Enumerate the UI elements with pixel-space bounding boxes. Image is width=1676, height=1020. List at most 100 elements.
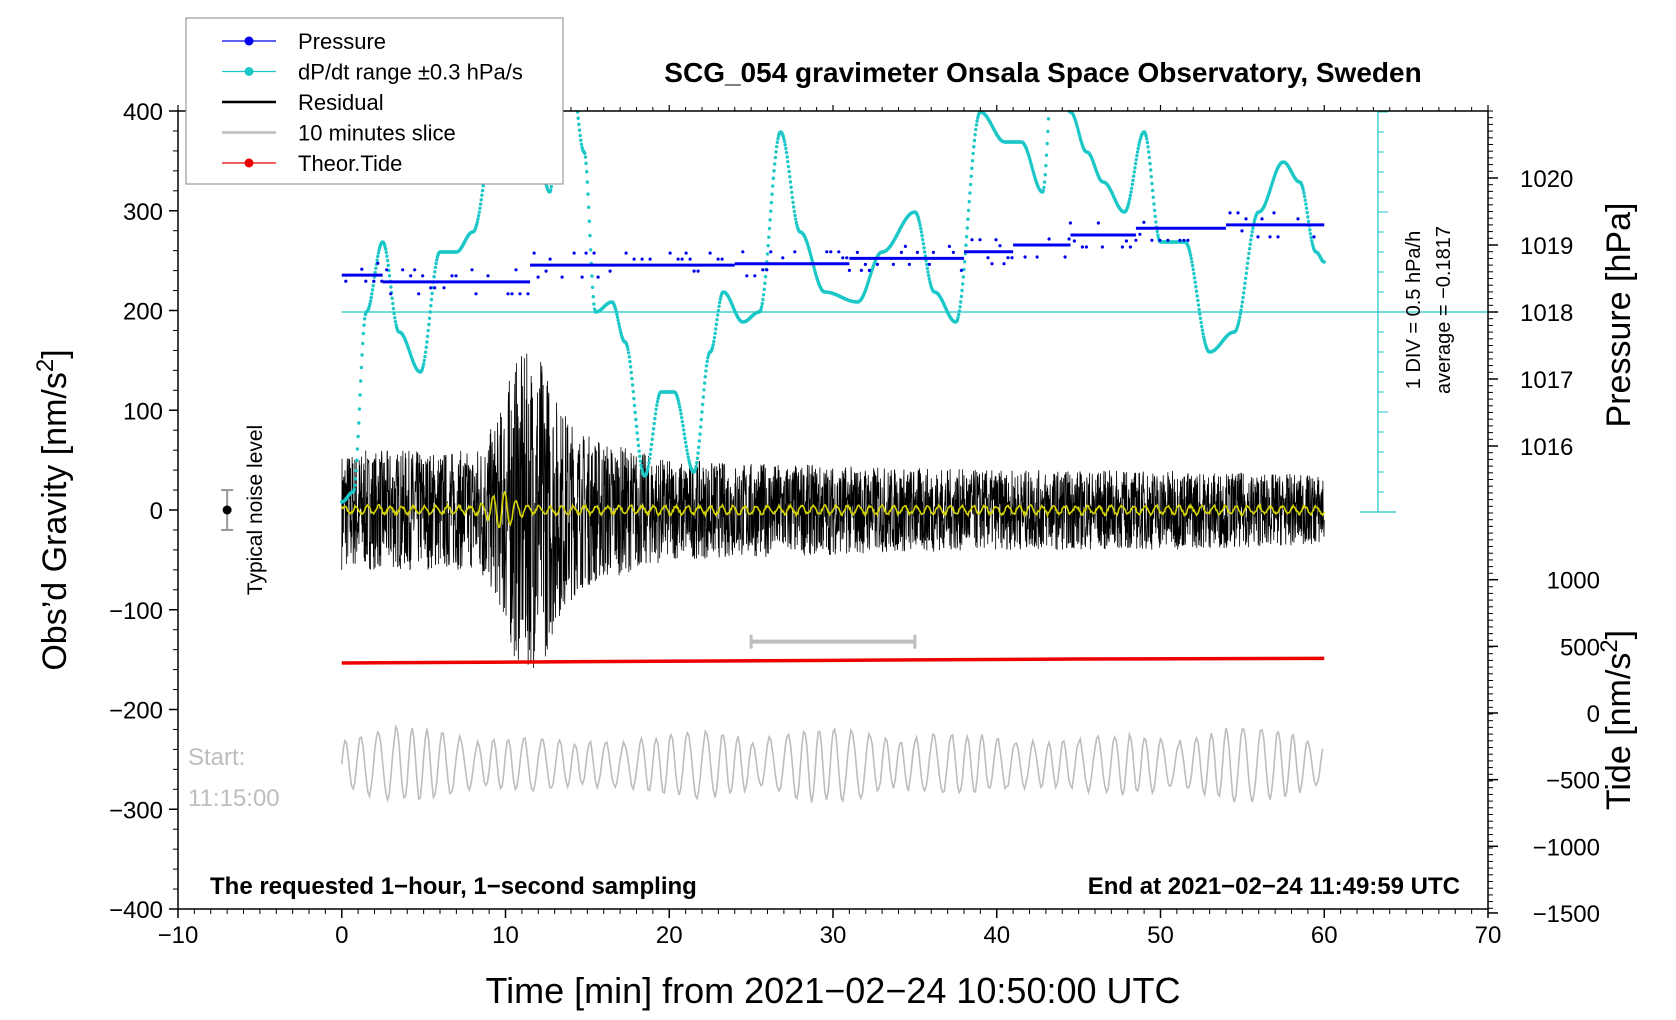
dpdt-point — [393, 319, 398, 324]
pressure-point — [1142, 220, 1146, 224]
dpdt-point — [960, 282, 965, 286]
dpdt-point — [1196, 298, 1200, 303]
dpdt-point — [1046, 117, 1051, 121]
dpdt-point — [653, 416, 657, 421]
dpdt-point — [586, 205, 591, 209]
dpdt-point — [617, 324, 622, 329]
dpdt-point — [1245, 266, 1249, 270]
pressure-point — [450, 274, 454, 278]
dpdt-point — [358, 393, 362, 397]
dpdt-point — [1130, 182, 1135, 187]
pressure-point — [793, 250, 797, 254]
dpdt-point — [639, 463, 643, 467]
dpdt-point — [1241, 291, 1246, 295]
dpdt-point — [374, 266, 378, 270]
dpdt-point — [1243, 276, 1248, 280]
dpdt-point — [585, 170, 589, 174]
pressure-point — [1260, 217, 1264, 221]
dpdt-point — [1200, 324, 1204, 329]
dpdt-point — [1155, 229, 1159, 234]
pressure-point — [544, 269, 548, 273]
dpdt-point — [791, 200, 795, 205]
pressure-point — [855, 250, 860, 254]
dpdt-point — [960, 288, 964, 293]
pressure-point — [1084, 245, 1088, 249]
dpdt-point — [392, 311, 396, 316]
dpdt-point — [1246, 256, 1250, 260]
pressure-point — [769, 250, 773, 254]
chart-title: SCG_054 gravimeter Onsala Space Observat… — [664, 57, 1421, 88]
dpdt-point — [651, 427, 656, 431]
pressure-point — [518, 292, 522, 296]
pressure-tick-label: 1019 — [1520, 233, 1573, 260]
dpdt-point — [1145, 137, 1149, 141]
dpdt-point — [715, 317, 719, 322]
dpdt-point — [1137, 140, 1142, 144]
dpdt-point — [352, 487, 356, 492]
dpdt-point — [616, 318, 620, 323]
y-tick-label: 100 — [123, 398, 163, 425]
dpdt-point — [786, 164, 791, 169]
pressure-point — [608, 269, 612, 273]
dpdt-point — [391, 301, 395, 306]
dpdt-point — [793, 213, 797, 218]
dpdt-point — [376, 251, 381, 255]
dpdt-point — [685, 448, 689, 452]
dpdt-point — [1302, 194, 1307, 199]
pressure-point — [1150, 238, 1154, 242]
y-tick-label: −300 — [109, 797, 163, 824]
dpdt-point — [1046, 129, 1050, 134]
dpdt-point — [1322, 260, 1326, 264]
dpdt-point — [966, 208, 971, 213]
pressure-point — [632, 257, 636, 261]
pressure-point — [986, 256, 990, 260]
pressure-point — [548, 257, 552, 261]
dpdt-point — [590, 274, 594, 278]
dpdt-point — [638, 459, 643, 463]
dpdt-point — [702, 388, 706, 392]
dpdt-point — [390, 296, 394, 300]
dpdt-point — [478, 206, 482, 210]
dpdt-point — [548, 188, 553, 192]
dpdt-point — [367, 304, 371, 309]
dpdt-point — [1198, 312, 1202, 316]
dpdt-point — [782, 137, 786, 141]
dpdt-point — [1044, 153, 1049, 157]
dpdt-point — [370, 292, 374, 296]
dpdt-point — [355, 447, 360, 451]
dpdt-point — [368, 302, 372, 306]
dpdt-point — [1238, 312, 1243, 316]
dpdt-point — [590, 285, 595, 289]
dpdt-point — [774, 150, 778, 154]
dpdt-point — [618, 327, 622, 332]
dpdt-point — [1147, 150, 1151, 154]
dpdt-point — [353, 477, 358, 481]
dpdt-point — [434, 261, 438, 266]
pressure-point — [514, 268, 518, 272]
x-tick-label: −10 — [158, 922, 199, 949]
dpdt-point — [353, 483, 357, 487]
dpdt-point — [972, 145, 976, 149]
dpdt-point — [633, 410, 637, 415]
dpdt-point — [647, 461, 651, 465]
slice-start-time: 11:15:00 — [188, 785, 280, 812]
dpdt-point — [1146, 145, 1150, 149]
dpdt-point — [681, 428, 686, 432]
dpdt-point — [360, 353, 364, 357]
dpdt-point — [354, 468, 358, 473]
dpdt-point — [679, 412, 683, 416]
dpdt-point — [697, 445, 701, 449]
dpdt-point — [479, 198, 483, 202]
dpdt-point — [785, 155, 789, 159]
pressure-point — [745, 274, 749, 278]
dpdt-point — [627, 355, 631, 359]
dpdt-point — [965, 226, 969, 230]
dpdt-point — [634, 417, 638, 422]
dpdt-point — [576, 116, 580, 120]
pressure-point — [470, 268, 474, 272]
pressure-point — [1138, 232, 1142, 236]
dpdt-point — [789, 185, 793, 189]
dpdt-point — [1152, 208, 1157, 213]
dpdt-point — [921, 241, 926, 246]
pressure-point — [903, 244, 908, 248]
